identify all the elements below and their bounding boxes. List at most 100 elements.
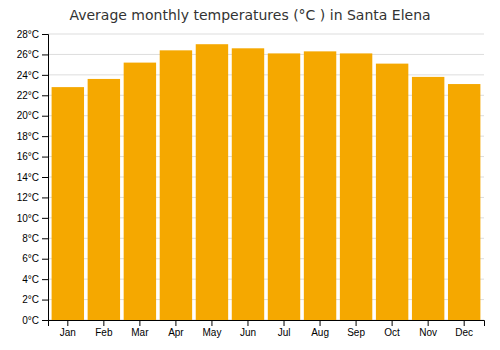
x-tick: Jan (60, 320, 76, 338)
x-axis-line (49, 321, 485, 327)
x-tick-label: Jan (60, 327, 76, 338)
y-tick: 20°C (17, 110, 48, 121)
y-tick: 26°C (17, 49, 48, 60)
x-tick-mark (320, 320, 321, 326)
x-tick-label: Jul (278, 327, 291, 338)
x-tick-label: Mar (131, 327, 149, 338)
x-tick: Oct (384, 320, 400, 338)
grid-line (48, 34, 484, 35)
bar (340, 53, 372, 320)
x-tick-label: Nov (419, 327, 437, 338)
y-tick-label: 28°C (17, 29, 39, 40)
y-tick-mark (42, 54, 48, 55)
bar (268, 53, 300, 320)
y-tick-mark (42, 238, 48, 239)
x-tick: Mar (131, 320, 149, 338)
x-tick-mark (284, 320, 285, 326)
chart-svg: Average monthly temperatures (°C ) in Sa… (0, 0, 500, 350)
y-tick-label: 8°C (22, 233, 39, 244)
x-tick-mark (103, 320, 104, 326)
grid (48, 34, 484, 320)
x-tick: Nov (419, 320, 437, 338)
x-tick-label: Oct (384, 327, 400, 338)
y-tick-mark (42, 320, 48, 321)
x-tick-mark (428, 320, 429, 326)
y-tick-label: 16°C (17, 151, 39, 162)
y-tick-mark (42, 177, 48, 178)
plot-area: 0°C 2°C 4°C 6°C 8°C 10°C 12°C 14°C 16°C 18°C 20°C 2… (17, 29, 485, 338)
chart-container: Average monthly temperatures (°C ) in Sa… (0, 0, 500, 350)
bar (52, 87, 84, 320)
y-tick: 14°C (17, 172, 48, 183)
y-tick-mark (42, 116, 48, 117)
x-axis: Jan Feb Mar Apr May Jun Jul Aug Sep Oct Nov Dec (49, 320, 485, 338)
y-tick: 22°C (17, 90, 48, 101)
x-tick-mark (139, 320, 140, 326)
grid-line (48, 74, 484, 75)
y-tick-label: 14°C (17, 172, 39, 183)
x-tick-mark (464, 320, 465, 326)
y-tick: 24°C (17, 70, 48, 81)
y-axis-line (42, 35, 49, 321)
x-tick-label: Aug (311, 327, 329, 338)
y-tick-label: 18°C (17, 131, 39, 142)
bar (304, 51, 336, 320)
y-tick-label: 4°C (22, 274, 39, 285)
y-tick: 0°C (22, 315, 48, 326)
y-tick-mark (42, 259, 48, 260)
y-tick-mark (42, 95, 48, 96)
y-tick: 6°C (22, 253, 48, 264)
y-tick-label: 12°C (17, 192, 39, 203)
x-tick-label: Sep (347, 327, 365, 338)
x-tick: Jun (240, 320, 256, 338)
y-tick-label: 6°C (22, 253, 39, 264)
y-tick: 4°C (22, 274, 48, 285)
y-tick-mark (42, 197, 48, 198)
x-tick-mark (67, 320, 68, 326)
y-tick: 10°C (17, 213, 48, 224)
y-tick-label: 10°C (17, 213, 39, 224)
y-tick-label: 2°C (22, 294, 39, 305)
y-tick: 16°C (17, 151, 48, 162)
x-tick: Sep (347, 320, 365, 338)
grid-line (48, 54, 484, 55)
y-axis: 0°C 2°C 4°C 6°C 8°C 10°C 12°C 14°C 16°C 18°C 20°C 2… (17, 29, 49, 326)
x-tick-mark (175, 320, 176, 326)
bar (448, 84, 480, 320)
bar (196, 44, 228, 320)
x-tick-label: May (202, 327, 221, 338)
y-tick: 8°C (22, 233, 48, 244)
bar (232, 48, 264, 320)
x-tick: May (202, 320, 221, 338)
bar (160, 50, 192, 320)
y-tick-label: 20°C (17, 110, 39, 121)
bar (376, 64, 408, 320)
x-tick: Aug (311, 320, 329, 338)
y-tick: 18°C (17, 131, 48, 142)
x-tick-label: Jun (240, 327, 256, 338)
y-tick-mark (42, 157, 48, 158)
y-tick-mark (42, 279, 48, 280)
y-tick-label: 26°C (17, 49, 39, 60)
x-tick-mark (392, 320, 393, 326)
y-tick-mark (42, 218, 48, 219)
x-tick-mark (356, 320, 357, 326)
y-tick-label: 22°C (17, 90, 39, 101)
x-tick-mark (211, 320, 212, 326)
x-tick-mark (247, 320, 248, 326)
chart-title: Average monthly temperatures (°C ) in Sa… (69, 7, 430, 23)
bars (52, 44, 481, 320)
x-tick-label: Dec (455, 327, 473, 338)
y-tick-label: 24°C (17, 70, 39, 81)
bar (124, 63, 156, 320)
x-tick: Feb (95, 320, 113, 338)
x-tick: Jul (278, 320, 291, 338)
y-tick: 12°C (17, 192, 48, 203)
y-tick-mark (42, 34, 48, 35)
x-tick: Apr (168, 320, 184, 338)
bar (88, 79, 120, 320)
y-tick: 2°C (22, 294, 48, 305)
y-tick: 28°C (17, 29, 48, 40)
bar (412, 77, 444, 320)
x-tick: Dec (455, 320, 473, 338)
